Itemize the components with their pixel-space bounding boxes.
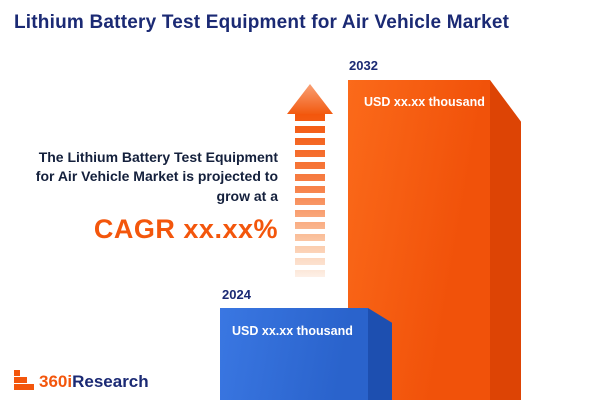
annotation-block: The Lithium Battery Test Equipment for A… [10,148,278,245]
bar-2024-year-label: 2024 [222,287,251,302]
growth-arrow-head-icon [287,84,333,114]
logo-text-research: Research [72,372,149,391]
bar-2024-side [368,308,392,400]
annotation-line-1: The Lithium Battery Test Equipment [38,149,278,165]
bar-2024-value-label: USD xx.xx thousand [232,324,353,338]
bar-2032-year-label: 2032 [349,58,378,73]
cagr-value: CAGR xx.xx% [93,213,278,244]
logo-text: 360iResearch [39,373,149,390]
logo: 360iResearch [14,370,149,390]
bar-2032-value-label: USD xx.xx thousand [364,95,485,109]
bar-2024-front [220,308,368,400]
page-title: Lithium Battery Test Equipment for Air V… [14,12,510,33]
logo-mark-icon [14,370,34,390]
logo-text-360i: 360i [39,372,73,391]
annotation-line-3: grow at a [216,187,278,204]
annotation-line-2: for Air Vehicle Market is projected to [35,168,278,185]
growth-arrow-stripes-icon [295,114,325,280]
bar-2032-side [490,80,521,400]
